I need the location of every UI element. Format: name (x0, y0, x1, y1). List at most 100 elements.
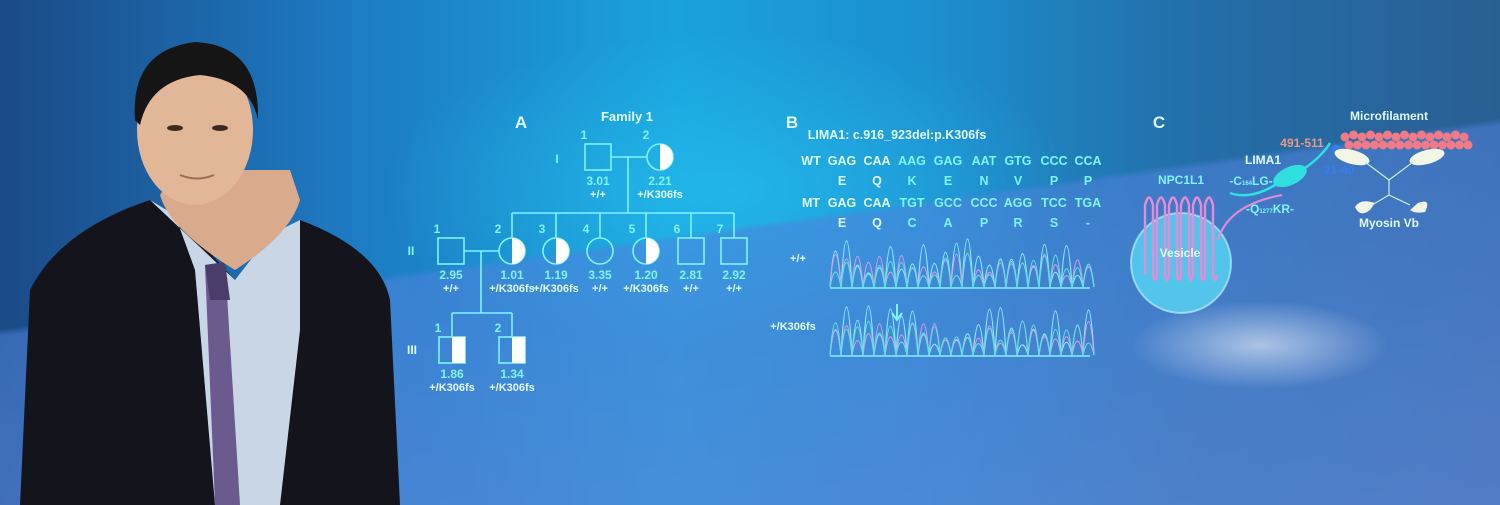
mutation-title: LIMA1: c.916_923del:p.K306fs (808, 128, 987, 142)
codon: GCC (934, 196, 962, 210)
individual-value: 1.86 (440, 367, 464, 381)
npc1l1-shape (1143, 196, 1219, 282)
person-photo (20, 42, 400, 505)
individual-genotype: +/K306fs (533, 283, 579, 295)
individual-number: 7 (717, 222, 724, 236)
amino-acid: C (907, 216, 916, 230)
panel-a-letter: A (515, 113, 527, 132)
individual-genotype: +/+ (683, 283, 699, 295)
amino-acid: Q (872, 174, 882, 188)
individual-number: 6 (674, 222, 681, 236)
codon: CAA (863, 196, 890, 210)
pedigree-title: Family 1 (601, 109, 653, 124)
mt-label: MT (802, 196, 820, 210)
individual-genotype: +/K306fs (623, 283, 669, 295)
pedigree-individual (437, 237, 465, 265)
chromatogram-wt (829, 252, 1095, 288)
arrow-down-icon (891, 304, 903, 322)
pedigree-labels: A Family 1 I II III (407, 109, 653, 357)
generation-label: III (407, 343, 417, 357)
amino-acid: P (1084, 174, 1092, 188)
individual-number: 4 (583, 222, 590, 236)
individual-number: 5 (629, 222, 636, 236)
pedigree-individual (498, 336, 526, 364)
codon: AAT (972, 154, 997, 168)
codon: CCC (1040, 154, 1067, 168)
pedigree-individual (720, 237, 748, 265)
amino-acid: Q (872, 216, 882, 230)
codon: CCA (1074, 154, 1101, 168)
amino-acid: E (838, 216, 846, 230)
pedigree-individual (632, 237, 660, 265)
amino-acid: - (1086, 216, 1090, 230)
codon: AGG (1004, 196, 1032, 210)
amino-acid: V (1014, 174, 1023, 188)
individual-value: 1.19 (544, 268, 568, 282)
lima1-shape (1229, 142, 1332, 197)
trace-label-mut: +/K306fs (770, 321, 816, 333)
pedigree-individual (586, 237, 614, 265)
codon: TCC (1041, 196, 1067, 210)
individual-genotype: +/+ (443, 283, 459, 295)
individual-genotype: +/+ (592, 283, 608, 295)
light-flare (1130, 300, 1390, 390)
codon: CAA (863, 154, 890, 168)
pedigree-individual (542, 237, 570, 265)
generation-label: I (555, 152, 558, 166)
range-491-511: 491-511 (1280, 136, 1324, 150)
individual-value: 2.81 (679, 268, 703, 282)
pedigree-individual (584, 143, 612, 171)
model-panel: C NPC1L1 Vesicle LIMA1 -C164LG- -Q1277KR… (1130, 109, 1473, 314)
motif-label-c164lg: -C164LG- (1229, 174, 1272, 188)
amino-acid: P (1050, 174, 1058, 188)
amino-acid: S (1050, 216, 1058, 230)
individual-number: 1 (435, 321, 442, 335)
codon: GAG (828, 196, 856, 210)
individual-genotype: +/+ (590, 189, 606, 201)
codon: TGT (900, 196, 925, 210)
individual-value: 1.20 (634, 268, 658, 282)
pedigree-individual (677, 237, 705, 265)
amino-acid: E (944, 174, 952, 188)
individual-number: 2 (495, 222, 502, 236)
panel-c-letter: C (1153, 113, 1165, 132)
pedigree-individual (646, 143, 674, 171)
individual-number: 1 (581, 128, 588, 142)
myosin-shape (1334, 148, 1445, 214)
vesicle-label: Vesicle (1160, 246, 1201, 260)
individual-number: 2 (495, 321, 502, 335)
codon: AAG (898, 154, 926, 168)
motif-label-q1277kr: -Q1277KR- (1246, 202, 1294, 216)
pedigree-individual (498, 237, 526, 265)
individual-number: 2 (643, 128, 650, 142)
wt-label: WT (801, 154, 821, 168)
individual-value: 3.01 (586, 174, 610, 188)
individual-genotype: +/+ (726, 283, 742, 295)
amino-acid: N (979, 174, 988, 188)
range-21-40: 21-40 (1324, 163, 1355, 177)
panel-b-letter: B (786, 113, 798, 132)
amino-acid: E (838, 174, 846, 188)
amino-acid: P (980, 216, 988, 230)
individual-value: 1.01 (500, 268, 524, 282)
individual-genotype: +/K306fs (637, 189, 683, 201)
amino-acid: R (1013, 216, 1022, 230)
chromatogram-mutant (829, 320, 1095, 356)
individual-value: 3.35 (588, 268, 612, 282)
individual-value: 2.95 (439, 268, 463, 282)
pedigree-panel (437, 143, 748, 364)
individual-genotype: +/K306fs (489, 283, 535, 295)
trace-label-wt: +/+ (790, 253, 806, 265)
amino-acid: A (943, 216, 952, 230)
individual-genotype: +/K306fs (429, 382, 475, 394)
generation-label: II (408, 244, 415, 258)
microfilament-label: Microfilament (1350, 109, 1428, 123)
codon: GTG (1004, 154, 1031, 168)
individual-genotype: +/K306fs (489, 382, 535, 394)
npc1l1-label: NPC1L1 (1158, 173, 1204, 187)
individual-number: 3 (539, 222, 546, 236)
amino-acid: K (907, 174, 916, 188)
individual-value: 2.21 (648, 174, 672, 188)
individual-number: 1 (434, 222, 441, 236)
codon: GAG (828, 154, 856, 168)
